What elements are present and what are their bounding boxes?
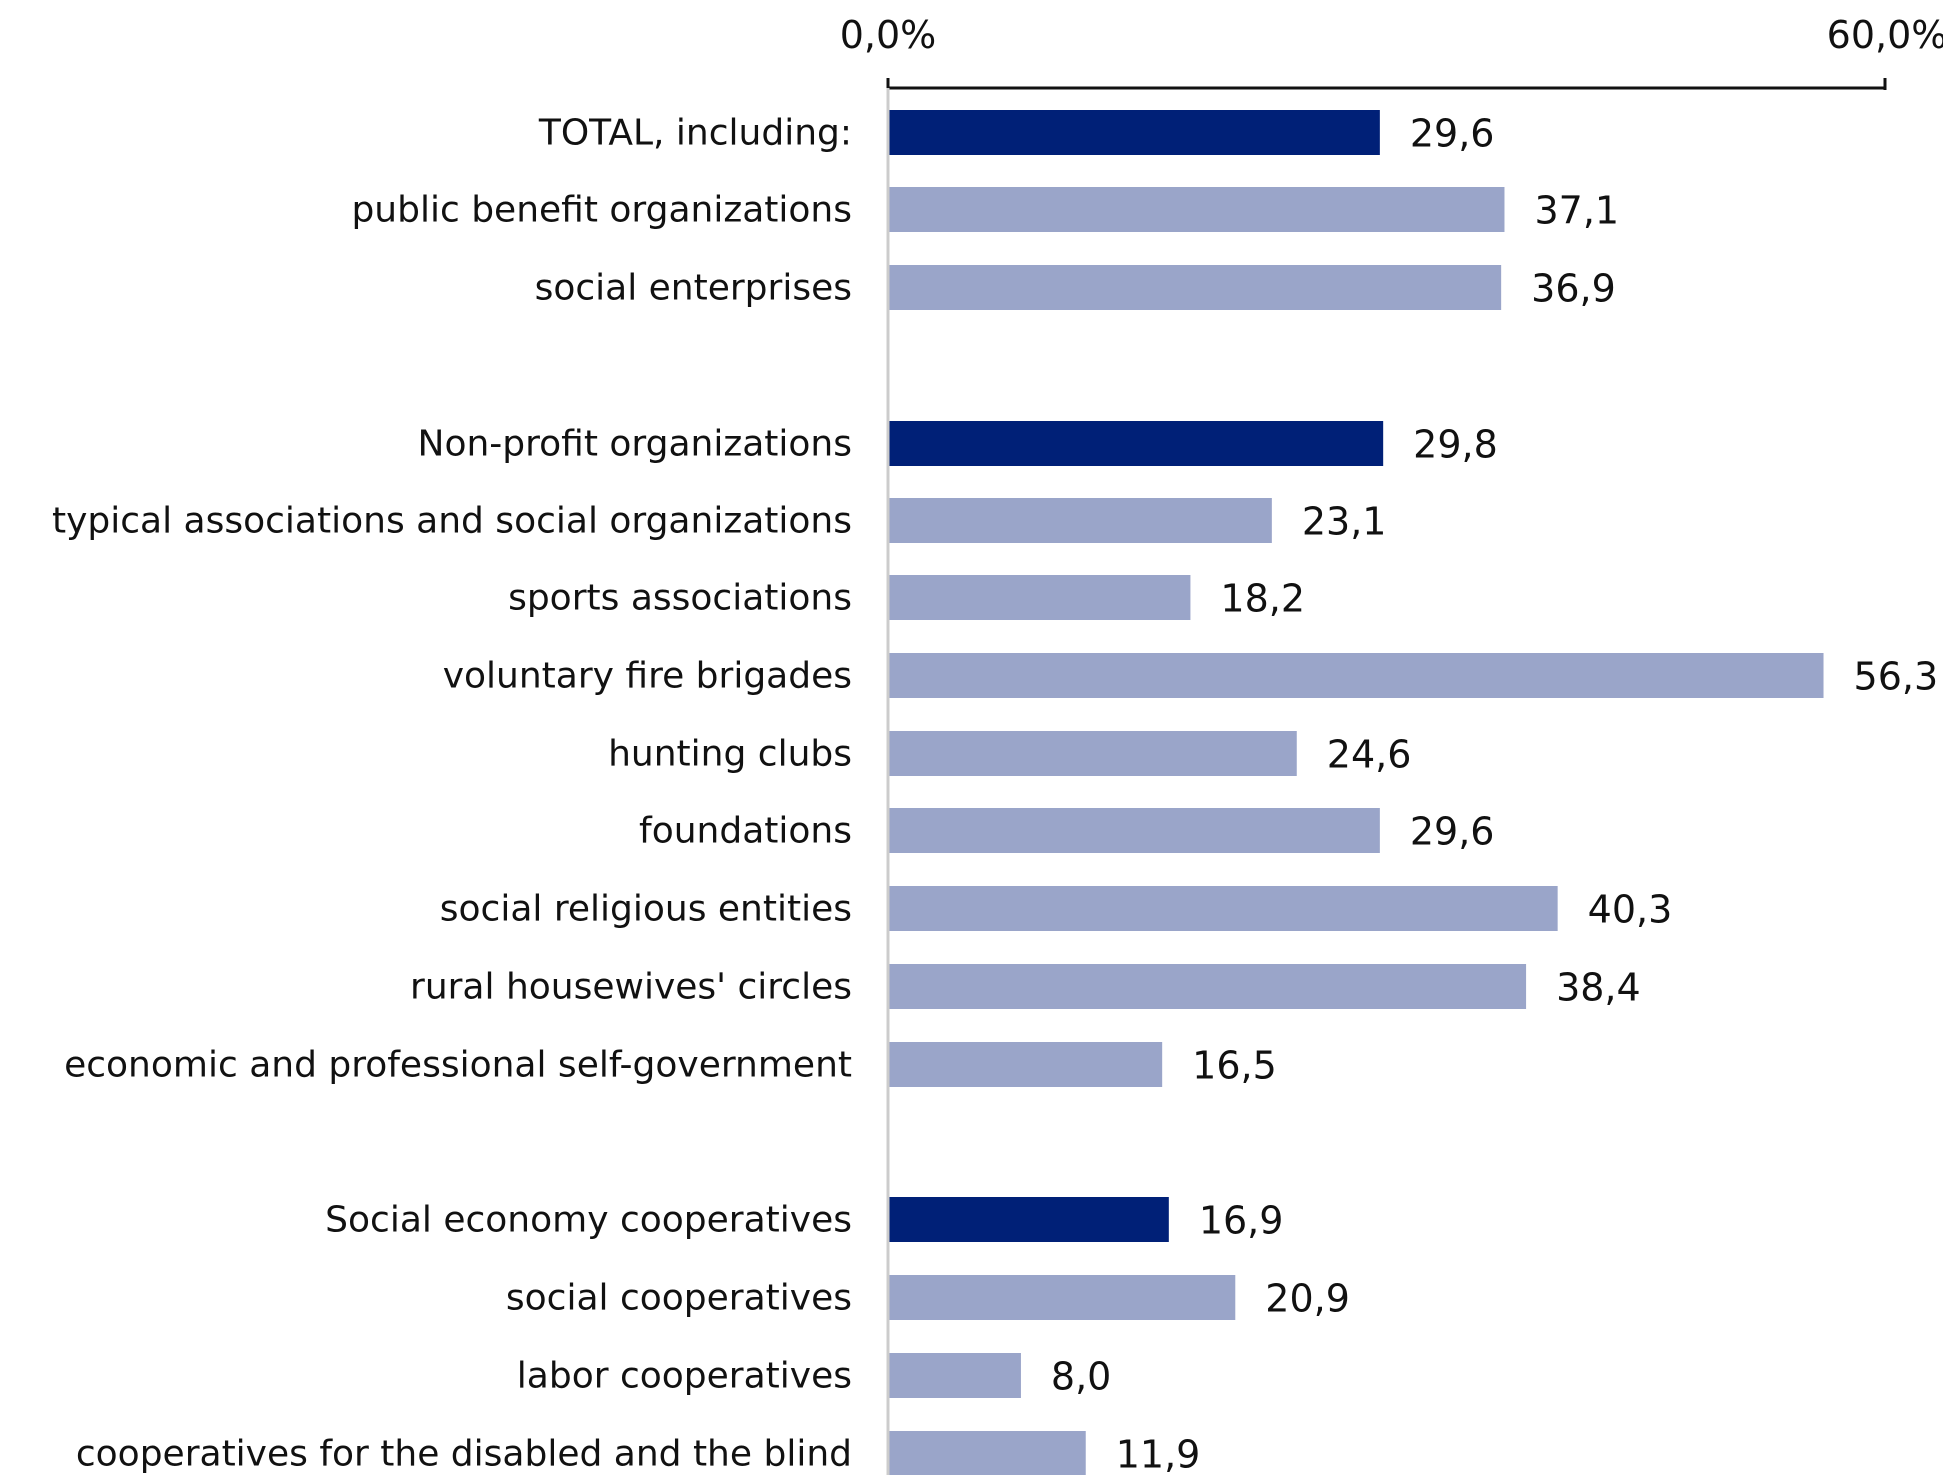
category-label: typical associations and social organiza… [52,501,852,542]
category-label: social religious entities [440,889,852,930]
category-label: rural housewives' circles [410,967,852,1008]
bar [889,1353,1021,1398]
data-label: 23,1 [1302,500,1387,544]
category-label: public benefit organizations [351,190,852,231]
data-label: 29,8 [1413,423,1498,467]
data-label: 36,9 [1531,267,1616,311]
bar [889,1431,1086,1475]
bar [889,1275,1236,1320]
data-label: 38,4 [1556,966,1641,1010]
bar [889,110,1380,155]
bar [889,575,1191,620]
x-tick-label: 60,0% [1827,13,1943,57]
data-label: 11,9 [1116,1433,1201,1475]
x-tick-label: 0,0% [840,13,937,57]
category-label: hunting clubs [608,734,852,775]
data-label: 29,6 [1410,112,1495,156]
category-label: Social economy cooperatives [325,1200,852,1241]
x-axis: 0,0% 60,0% [840,13,1943,1475]
data-label: 16,9 [1199,1199,1284,1243]
bar [889,421,1384,466]
value-labels: 29,6 37,1 36,9 29,8 23,1 18,2 56,3 24,6 29,6 40,3… [1051,112,1938,1475]
category-label: sports associations [508,578,852,619]
bar [889,265,1502,310]
category-label: voluntary fire brigades [443,656,852,697]
category-label: TOTAL, including: [538,113,852,154]
data-label: 40,3 [1588,888,1673,932]
data-label: 8,0 [1051,1355,1111,1399]
category-label: social cooperatives [506,1278,852,1319]
bar [889,886,1558,931]
category-label: labor cooperatives [517,1356,852,1397]
bar [889,808,1380,853]
category-label: Non-profit organizations [418,424,852,465]
bar [889,498,1272,543]
data-label: 16,5 [1192,1044,1277,1088]
bars [889,110,1824,1475]
category-label: foundations [639,811,852,852]
data-label: 29,6 [1410,810,1495,854]
bar [889,1197,1169,1242]
category-labels: TOTAL, including: public benefit organiza… [52,113,852,1475]
data-label: 18,2 [1220,577,1305,621]
bar [889,187,1505,232]
category-label: cooperatives for the disabled and the bl… [76,1434,852,1475]
bar [889,653,1824,698]
data-label: 24,6 [1327,733,1412,777]
bar [889,1042,1163,1087]
bar [889,964,1527,1009]
category-label: social enterprises [535,268,852,309]
data-label: 37,1 [1534,189,1619,233]
data-label: 20,9 [1265,1277,1350,1321]
bar [889,731,1297,776]
data-label: 56,3 [1854,655,1939,699]
category-label: economic and professional self-governmen… [64,1045,852,1086]
